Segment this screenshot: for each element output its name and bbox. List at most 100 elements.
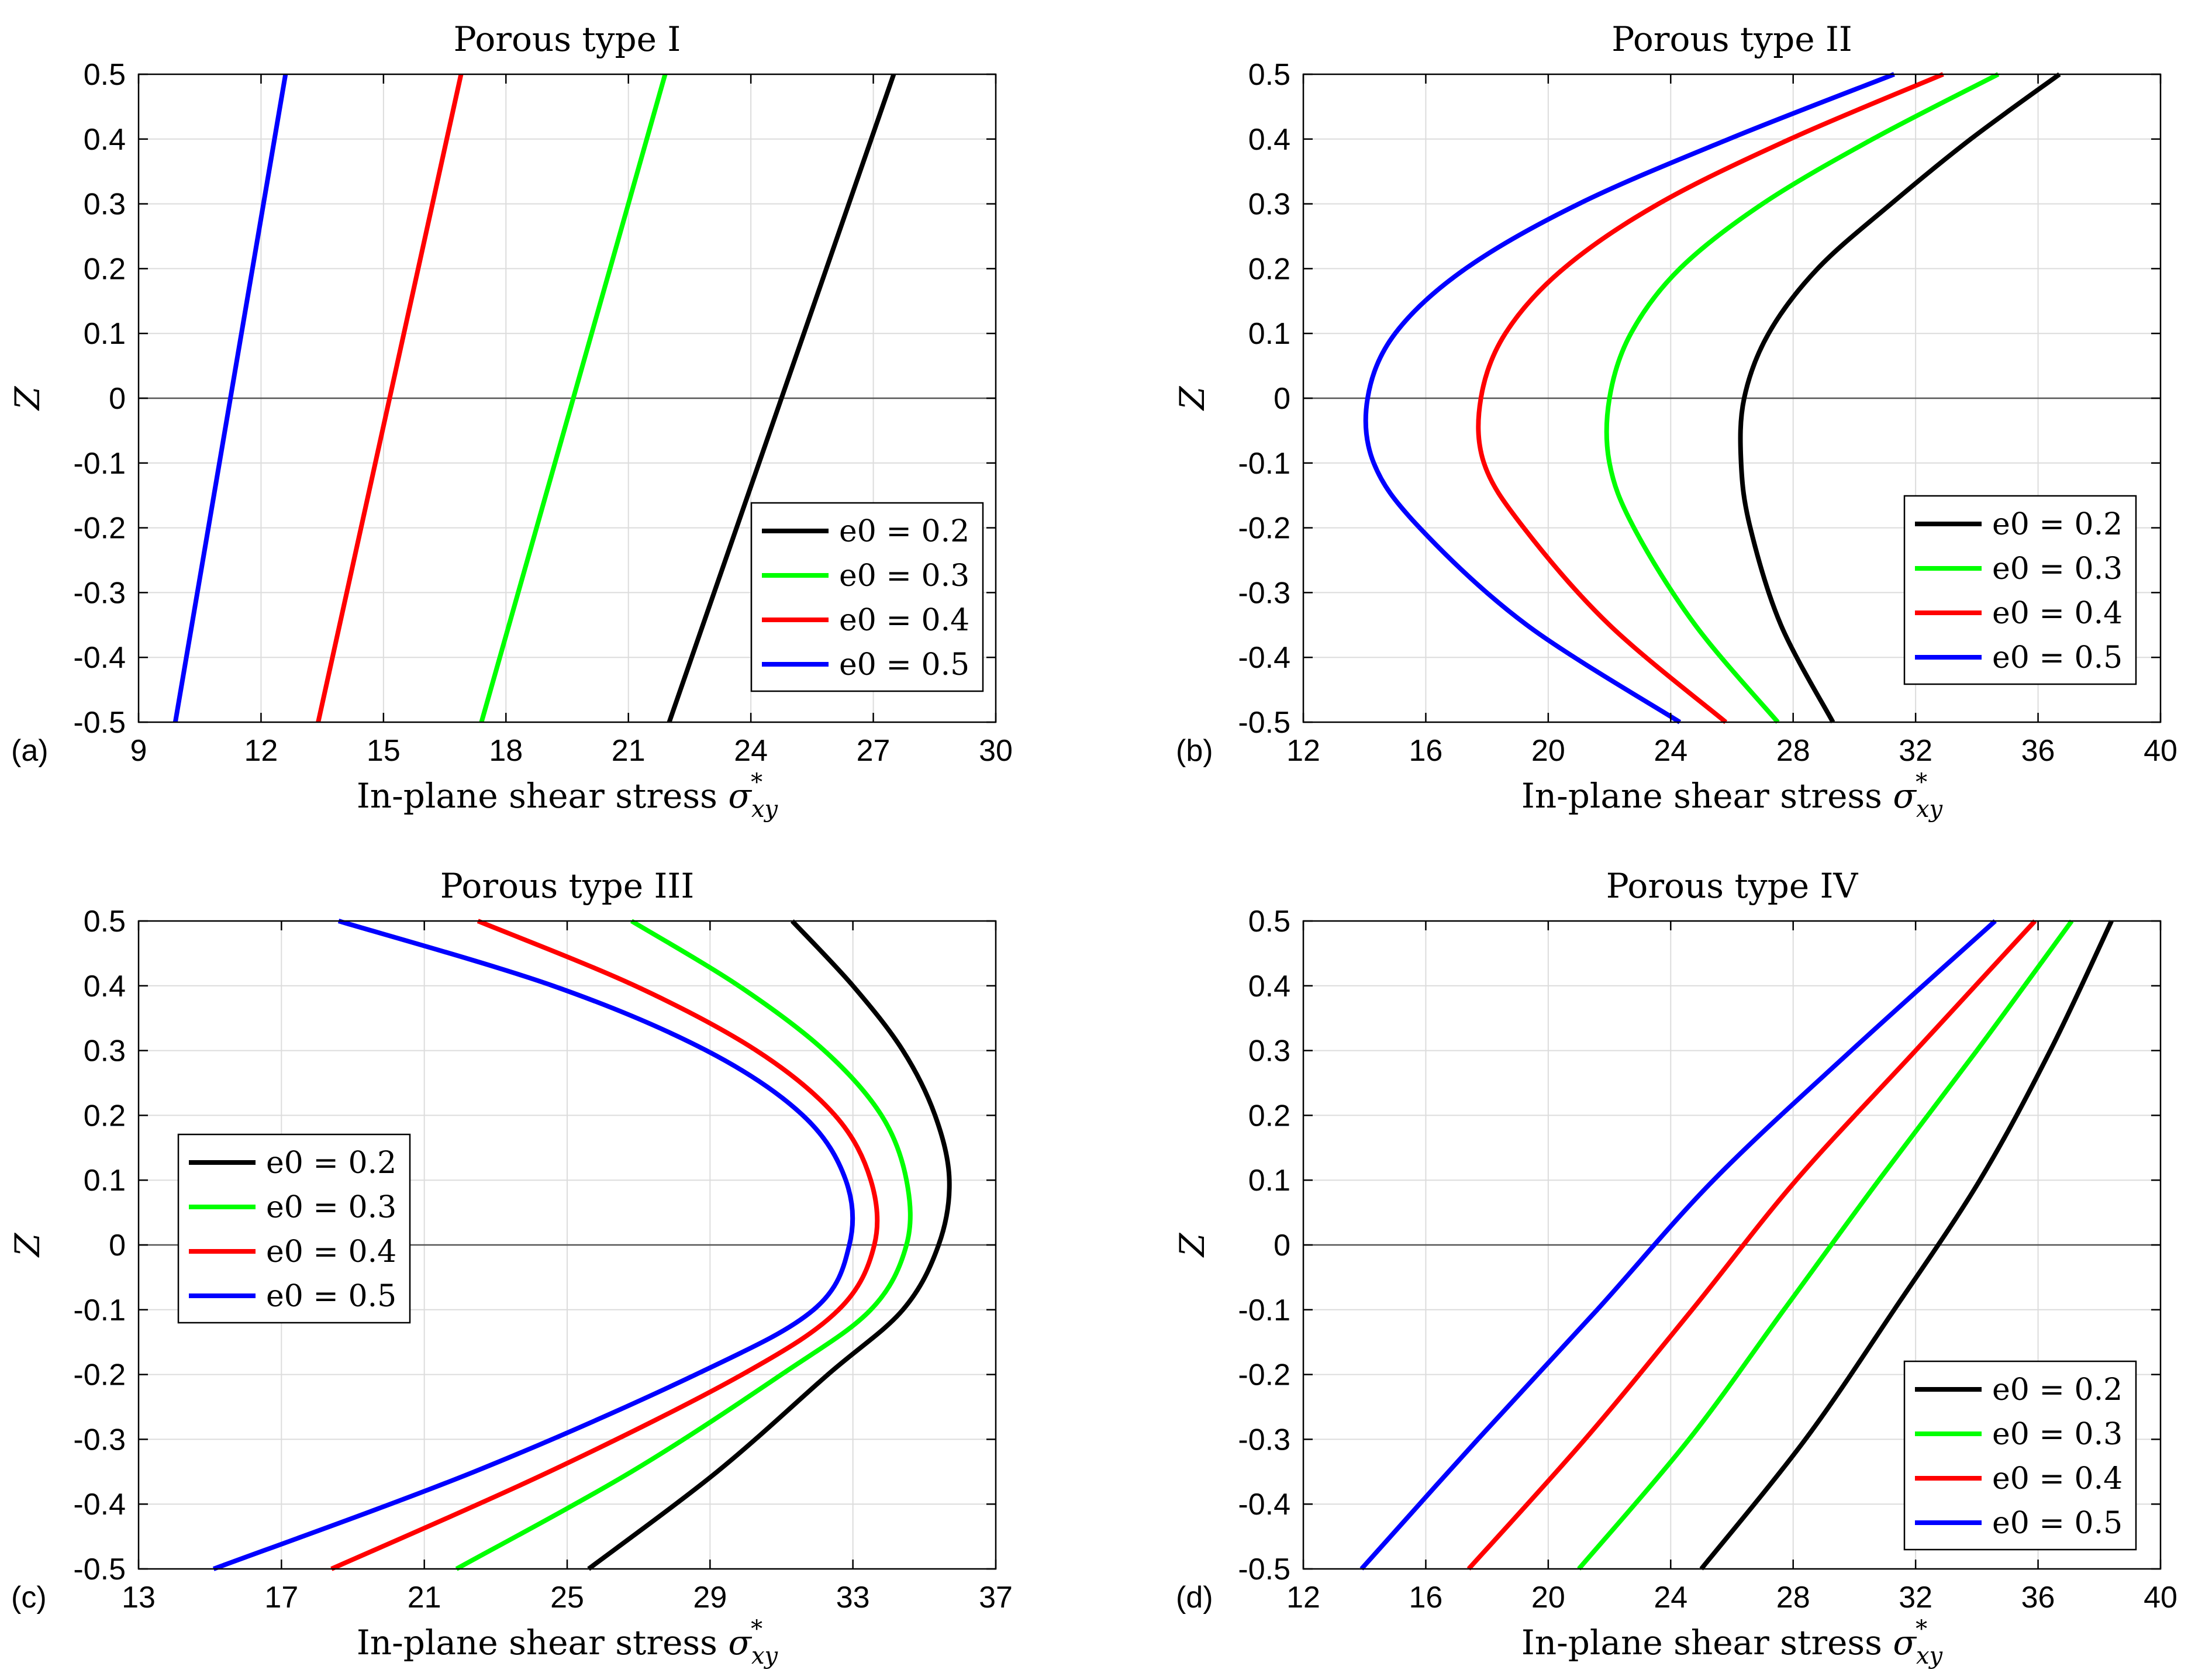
x-axis-label-symbol: σ (728, 1623, 752, 1662)
series-line (455, 919, 913, 1571)
y-tick-label: -0.3 (73, 1423, 126, 1457)
x-tick-label: 20 (1531, 1581, 1565, 1615)
y-tick-label: -0.4 (1238, 1488, 1290, 1522)
y-tick-label: -0.5 (1238, 706, 1290, 740)
x-axis-label-subscript: xy (751, 796, 779, 823)
series-line (587, 919, 952, 1571)
legend-entry: e0 = 0.4 (1992, 596, 2123, 631)
series-line (1577, 919, 2074, 1571)
series-line (667, 73, 896, 723)
x-axis-label-symbol: σ (1893, 1623, 1917, 1662)
series-line (316, 74, 464, 723)
y-tick-label: 0.5 (84, 58, 126, 92)
x-tick-label: 32 (1899, 1581, 1932, 1615)
x-tick-label: 25 (550, 1581, 584, 1615)
legend-entry: e0 = 0.3 (1992, 551, 2123, 587)
y-tick-label: -0.2 (1238, 512, 1290, 546)
y-tick-label: -0.1 (73, 447, 126, 481)
y-tick-label: 0.4 (84, 123, 126, 157)
y-tick-label: -0.1 (1238, 1293, 1290, 1327)
series-line (172, 74, 288, 723)
y-tick-label: -0.5 (73, 1553, 126, 1586)
y-axis-label: Z (8, 1232, 47, 1258)
x-axis-label-superscript: * (751, 1616, 762, 1643)
y-tick-label: 0 (109, 1229, 126, 1262)
x-axis-label-text: In-plane shear stress (1521, 776, 1893, 816)
legend-entry: e0 = 0.5 (1992, 640, 2123, 675)
y-tick-label: 0.3 (84, 1034, 126, 1068)
legend-entry: e0 = 0.5 (839, 647, 969, 682)
legend-entry: e0 = 0.4 (839, 603, 969, 638)
legend: e0 = 0.2 e0 = 0.3 e0 = 0.4 e0 = 0.5 (177, 1133, 411, 1324)
panel-label: (c) (11, 1581, 47, 1615)
x-axis-label-text: In-plane shear stress (357, 1623, 729, 1662)
x-axis-label: In-plane shear stress σxy* (357, 769, 779, 823)
series-line (1604, 72, 2000, 724)
legend-entry: e0 = 0.5 (266, 1279, 396, 1314)
x-tick-label: 28 (1776, 734, 1810, 768)
series-line (479, 73, 668, 723)
legend-entry: e0 = 0.4 (1992, 1461, 2123, 1496)
series-line (1466, 919, 2037, 1571)
x-tick-label: 16 (1409, 734, 1443, 768)
legend-box (177, 1133, 411, 1324)
x-tick-label: 40 (2144, 1581, 2177, 1615)
y-tick-label: 0 (1274, 1229, 1290, 1262)
y-axis-label: Z (1172, 385, 1212, 411)
y-tick-label: 0.4 (84, 970, 126, 1003)
y-tick-label: -0.4 (73, 641, 126, 675)
legend: e0 = 0.2 e0 = 0.3 e0 = 0.4 e0 = 0.5 (1903, 1360, 2137, 1551)
x-tick-label: 12 (1286, 734, 1320, 768)
x-tick-label: 33 (836, 1581, 870, 1615)
y-tick-label: 0.4 (1248, 970, 1290, 1003)
series-line (1738, 72, 2061, 723)
x-tick-label: 28 (1776, 1581, 1810, 1615)
x-tick-label: 24 (1654, 734, 1687, 768)
y-tick-label: 0 (1274, 382, 1290, 416)
y-tick-label: 0.3 (84, 188, 126, 222)
x-axis-label-symbol: σ (1893, 776, 1917, 816)
y-tick-label: 0.3 (1248, 1034, 1290, 1068)
x-tick-label: 12 (1286, 1581, 1320, 1615)
y-tick-label: -0.2 (73, 512, 126, 546)
legend-entry: e0 = 0.2 (1992, 507, 2123, 542)
x-tick-label: 18 (489, 734, 523, 768)
series-line (1699, 920, 2114, 1571)
chart-panel-c: 13 17 21 25 29 33 37 -0.5 -0.4 -0.3 -0.2 -0.1 0 0.1 0.… (8, 866, 1013, 1669)
legend-box (1903, 1360, 2137, 1551)
x-tick-label: 37 (979, 1581, 1013, 1615)
y-tick-label: 0.1 (84, 317, 126, 351)
x-tick-label: 30 (979, 734, 1013, 768)
legend-entry: e0 = 0.2 (1992, 1372, 2123, 1408)
x-tick-label: 20 (1531, 734, 1565, 768)
x-tick-label: 24 (1654, 1581, 1687, 1615)
legend-entry: e0 = 0.3 (266, 1190, 396, 1225)
y-tick-label: 0.4 (1248, 123, 1290, 157)
x-tick-label: 17 (264, 1581, 298, 1615)
panel-label: (d) (1176, 1581, 1213, 1615)
series-line (212, 919, 855, 1571)
x-tick-label: 15 (367, 734, 401, 768)
y-tick-label: 0.2 (84, 252, 126, 286)
y-tick-label: -0.2 (1238, 1358, 1290, 1392)
legend-entry: e0 = 0.5 (1992, 1506, 2123, 1541)
x-axis-label-subscript: xy (1916, 796, 1944, 823)
y-tick-label: -0.4 (73, 1488, 126, 1522)
legend-box (750, 502, 984, 692)
legend-entry: e0 = 0.4 (266, 1234, 396, 1270)
chart-panel-b: 12 16 20 24 28 32 36 40 -0.5 -0.4 -0.3 -0.2 -0.1 0 0.1… (1172, 19, 2177, 823)
y-tick-label: -0.5 (1238, 1553, 1290, 1586)
series-line (1363, 72, 1895, 725)
y-tick-label: 0.1 (1248, 317, 1290, 351)
x-tick-label: 29 (693, 1581, 727, 1615)
x-axis-label-superscript: * (1916, 769, 1927, 796)
chart-panel-a: 9 12 15 18 21 24 27 30 -0.5 -0.4 -0.3 -0.2 -0.1 0 0.1 0… (8, 19, 1013, 823)
y-tick-label: -0.1 (73, 1293, 126, 1327)
legend-entry: e0 = 0.3 (839, 558, 969, 594)
legend: e0 = 0.2 e0 = 0.3 e0 = 0.4 e0 = 0.5 (1903, 495, 2137, 685)
y-tick-label: -0.1 (1238, 447, 1290, 481)
x-tick-label: 9 (130, 734, 147, 768)
x-axis-label-symbol: σ (728, 776, 752, 816)
y-tick-label: -0.4 (1238, 641, 1290, 675)
